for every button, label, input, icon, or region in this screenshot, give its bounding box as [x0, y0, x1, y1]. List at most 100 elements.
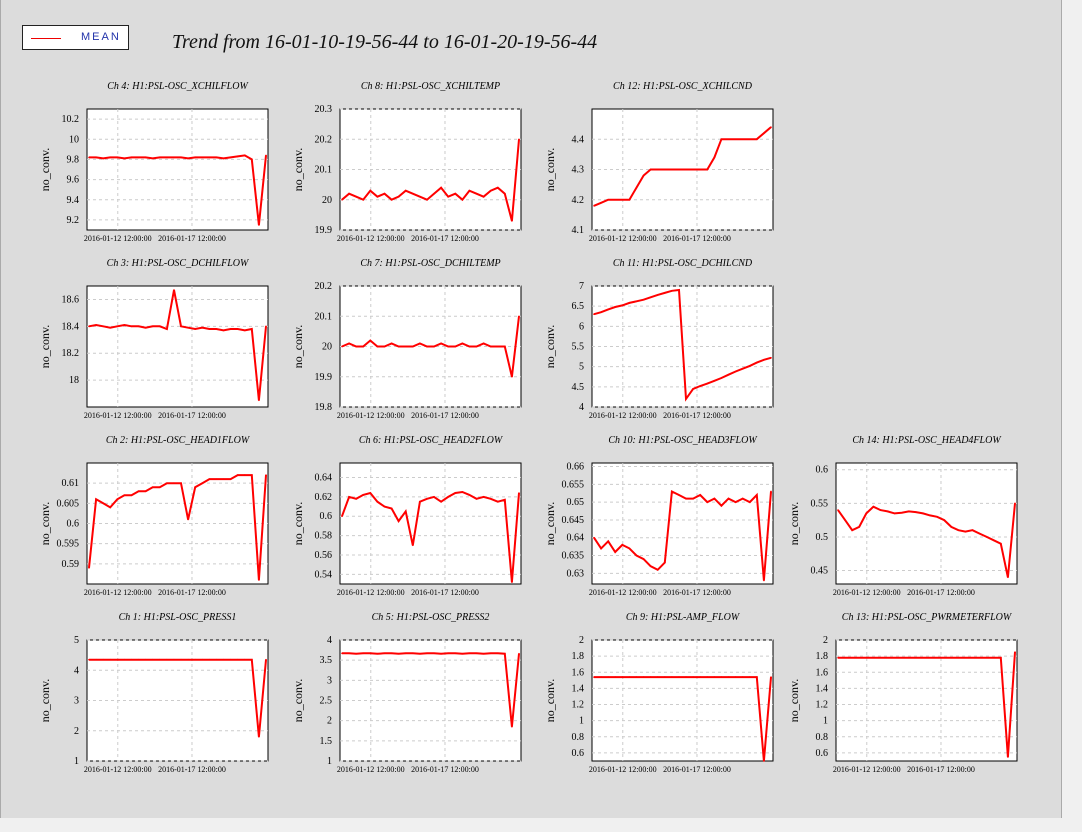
data-point [201, 156, 204, 159]
data-point [102, 325, 104, 328]
y-axis-label: no_conv. [38, 502, 52, 546]
data-point [166, 482, 168, 484]
data-point [258, 736, 260, 738]
data-point [194, 156, 196, 159]
data-point [656, 568, 659, 571]
data-point [426, 498, 428, 500]
data-point [433, 345, 435, 348]
y-tick-label: 5.5 [572, 342, 585, 353]
series-line [593, 489, 772, 581]
data-point [706, 382, 709, 385]
data-point [222, 478, 225, 480]
data-point [440, 342, 442, 345]
data-point [511, 375, 513, 378]
chart-title: Ch 12: H1:PSL-OSC_XCHILCND [613, 81, 753, 92]
data-point [763, 579, 765, 582]
data-point [628, 198, 631, 201]
data-point [376, 652, 379, 655]
data-point [741, 676, 744, 678]
chart-title: Ch 4: H1:PSL-OSC_XCHILFLOW [107, 81, 249, 92]
data-point [123, 494, 126, 497]
data-point [748, 138, 751, 141]
data-point [258, 579, 260, 581]
y-axis-label: no_conv. [543, 148, 557, 192]
data-point [180, 325, 182, 328]
data-point [748, 501, 751, 503]
y-tick-label: 9.4 [67, 195, 80, 206]
data-point [454, 652, 457, 655]
y-tick-label: 10 [69, 134, 79, 145]
data-point [770, 356, 772, 359]
data-point [229, 328, 232, 330]
data-point [713, 379, 716, 382]
data-point [692, 497, 694, 500]
data-point [355, 498, 357, 500]
x-tick-label: 2016-01-12 12:00:00 [84, 765, 152, 774]
data-point [518, 492, 520, 494]
data-point [159, 658, 161, 661]
data-point [1000, 656, 1002, 659]
data-point [720, 676, 723, 678]
series-line [89, 154, 267, 226]
data-point [426, 198, 428, 201]
series-line [594, 676, 772, 762]
data-point [258, 224, 260, 226]
y-tick-label: 0.61 [62, 478, 80, 489]
y-axis-label: no_conv. [543, 325, 557, 369]
y-tick-label: 0.645 [562, 515, 585, 526]
data-point [341, 652, 343, 655]
data-point [678, 168, 680, 171]
plot-area [86, 108, 269, 231]
x-tick-label: 2016-01-12 12:00:00 [337, 234, 405, 243]
data-point [600, 676, 602, 678]
chart-title: Ch 5: H1:PSL-OSC_PRESS2 [372, 612, 490, 623]
data-point [383, 345, 386, 348]
data-point [1000, 542, 1002, 545]
y-tick-label: 1 [74, 756, 79, 767]
data-point [511, 220, 513, 222]
data-point [992, 539, 995, 542]
data-point [978, 656, 981, 659]
data-point [504, 498, 506, 501]
data-point [265, 474, 267, 476]
data-point [511, 581, 513, 583]
data-point [236, 474, 239, 476]
data-point [130, 325, 133, 328]
data-point [489, 652, 492, 655]
data-point [151, 658, 154, 661]
y-tick-label: 0.64 [315, 473, 333, 484]
data-point [699, 385, 701, 387]
data-point [151, 325, 154, 328]
y-tick-label: 0.6 [816, 465, 829, 476]
y-tick-label: 18.2 [62, 348, 80, 359]
plot-area [835, 462, 1018, 585]
data-point [727, 676, 730, 678]
data-point [593, 536, 595, 539]
y-tick-label: 1 [579, 716, 584, 727]
data-point [173, 482, 175, 484]
data-point [642, 558, 645, 560]
y-tick-label: 5 [579, 362, 584, 373]
y-axis-label: no_conv. [38, 148, 52, 192]
y-axis-label: no_conv. [787, 502, 801, 546]
data-point [412, 192, 414, 195]
data-point [390, 198, 393, 201]
data-point [166, 156, 168, 159]
chart-panel-9: 0.63 0.635 0.64 0.645 0.65 0.655 0.66 2016-01-1… [543, 435, 774, 597]
data-point [900, 656, 903, 659]
data-point [964, 656, 967, 659]
data-point [229, 156, 232, 159]
legend-label: MEAN [81, 31, 121, 43]
data-point [88, 658, 90, 661]
y-tick-label: 20.1 [315, 165, 333, 176]
data-point [504, 652, 506, 655]
data-point [173, 156, 175, 159]
data-point [454, 492, 457, 494]
data-point [893, 512, 896, 515]
data-point [858, 656, 861, 659]
chart-panel-2: 19.9 20 20.1 20.2 20.3 2016-01-12 12:00:00 201… [291, 81, 522, 243]
data-point [763, 760, 765, 762]
series-line [341, 316, 520, 378]
x-tick-label: 2016-01-17 12:00:00 [158, 588, 226, 597]
y-tick-label: 4.2 [572, 195, 585, 206]
